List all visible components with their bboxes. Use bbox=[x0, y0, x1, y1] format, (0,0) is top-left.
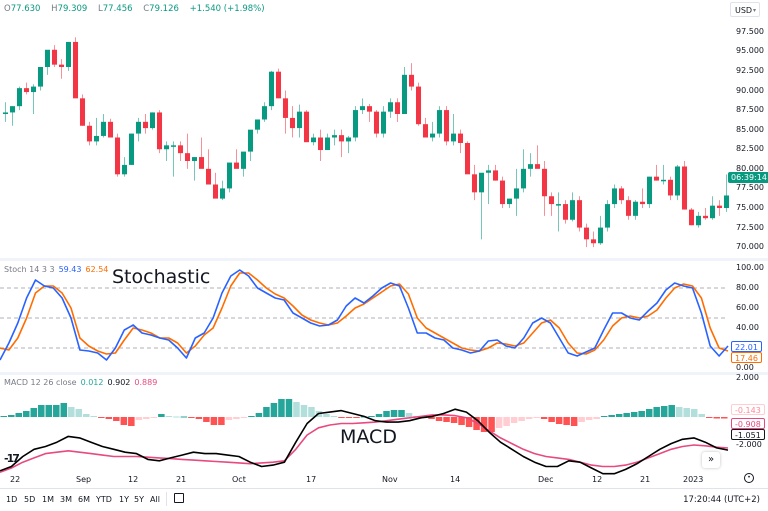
stoch-d-value: 62.54 bbox=[85, 265, 109, 274]
time-axis-label: 17 bbox=[306, 475, 317, 484]
time-axis-label: 14 bbox=[450, 475, 461, 484]
stoch-axis-tick: 40.00 bbox=[736, 323, 759, 332]
stoch-axis-tick: 100.00 bbox=[736, 263, 764, 272]
price-axis-tick: 97.500 bbox=[736, 26, 764, 36]
stoch-axis-tick: 80.00 bbox=[736, 283, 759, 292]
settings-gear-icon[interactable]: • bbox=[744, 473, 754, 483]
currency-label: USD bbox=[735, 6, 753, 15]
macd-hist-value: 0.012 bbox=[80, 378, 104, 387]
time-axis-label: Sep bbox=[76, 475, 92, 484]
range-button-5y[interactable]: 5Y bbox=[134, 495, 144, 504]
stoch-axis-tick: 60.00 bbox=[736, 303, 759, 312]
macd-annotation: MACD bbox=[340, 426, 397, 448]
change-value: +1.540 (+1.98%) bbox=[189, 4, 265, 14]
stoch-axis-tick: 0.00 bbox=[736, 363, 754, 372]
scroll-to-realtime-button[interactable]: » bbox=[702, 452, 720, 468]
time-axis-label: 12 bbox=[128, 475, 139, 484]
close-label: C bbox=[143, 4, 150, 14]
macd-title: MACD 12 26 close bbox=[4, 378, 77, 387]
time-axis-label: 12 bbox=[592, 475, 603, 484]
pane-separator[interactable] bbox=[0, 372, 768, 375]
chevron-down-icon: ▾ bbox=[752, 7, 756, 14]
countdown-tag: 06:39:14 bbox=[728, 172, 768, 183]
close-value: 79.126 bbox=[149, 4, 179, 14]
stoch-k-tag: 22.01 bbox=[731, 341, 762, 352]
open-label: O bbox=[4, 4, 11, 14]
price-axis-tick: 82.500 bbox=[736, 144, 764, 154]
stoch-title: Stoch 14 3 3 bbox=[4, 265, 55, 274]
price-axis-tick: 87.500 bbox=[736, 105, 764, 115]
tradingview-logo[interactable]: ‑17 bbox=[4, 452, 20, 465]
low-label: L bbox=[98, 4, 103, 14]
calendar-goto-icon[interactable] bbox=[174, 493, 184, 503]
time-axis-label: Dec bbox=[538, 475, 554, 484]
time-axis-label: 21 bbox=[640, 475, 651, 484]
price-axis-tick: 80.000 bbox=[736, 163, 764, 173]
pane-separator[interactable] bbox=[0, 258, 768, 261]
range-button-1d[interactable]: 1D bbox=[6, 495, 18, 504]
high-label: H bbox=[51, 4, 58, 14]
clock-timezone[interactable]: 17:20:44 (UTC+2) bbox=[683, 495, 760, 505]
macd-axis-tick: 2.000 bbox=[736, 373, 759, 382]
open-value: 77.630 bbox=[10, 4, 41, 14]
macd-line-tag: -1.051 bbox=[731, 429, 765, 440]
double-chevron-right-icon: » bbox=[707, 454, 715, 465]
toolbar-divider bbox=[166, 492, 167, 506]
low-value: 77.456 bbox=[102, 4, 133, 14]
macd-legend: MACD 12 26 close 0.012 0.902 0.889 bbox=[4, 378, 157, 387]
time-axis-label: Oct bbox=[232, 475, 246, 484]
macd-signal-tag: -0.908 bbox=[731, 418, 765, 429]
range-button-6m[interactable]: 6M bbox=[78, 495, 90, 504]
range-button-all[interactable]: All bbox=[150, 495, 160, 504]
bottom-toolbar bbox=[0, 488, 768, 511]
time-axis-label: 21 bbox=[176, 475, 187, 484]
stoch-k-value: 59.43 bbox=[58, 265, 82, 274]
range-button-1y[interactable]: 1Y bbox=[119, 495, 129, 504]
range-button-3m[interactable]: 3M bbox=[60, 495, 72, 504]
time-axis-label: 2023 bbox=[683, 475, 704, 484]
price-axis-tick: 77.500 bbox=[736, 183, 764, 193]
price-axis-tick: 95.000 bbox=[736, 46, 764, 56]
macd-line-value: 0.902 bbox=[107, 378, 131, 387]
ohlc-legend: O77.630 H79.309 L77.456 C79.126 +1.540 (… bbox=[4, 4, 269, 14]
time-axis-label: Nov bbox=[382, 475, 398, 484]
stoch-d-tag: 17.46 bbox=[731, 352, 762, 363]
stoch-legend: Stoch 14 3 3 59.43 62.54 bbox=[4, 265, 108, 274]
range-button-ytd[interactable]: YTD bbox=[96, 495, 112, 504]
macd-hist-tag: -0.143 bbox=[731, 404, 765, 415]
high-value: 79.309 bbox=[57, 4, 88, 14]
time-axis-label: 22 bbox=[10, 475, 21, 484]
range-button-1m[interactable]: 1M bbox=[42, 495, 54, 504]
price-axis-tick: 75.000 bbox=[736, 203, 764, 212]
currency-select[interactable]: USD ▾ bbox=[730, 2, 760, 17]
price-axis-tick: 70.000 bbox=[736, 242, 764, 252]
chart-canvas[interactable] bbox=[0, 0, 768, 490]
macd-signal-value: 0.889 bbox=[134, 378, 158, 387]
price-axis-tick: 85.000 bbox=[736, 124, 764, 134]
range-button-5d[interactable]: 5D bbox=[24, 495, 36, 504]
price-axis-tick: 90.000 bbox=[736, 85, 764, 95]
stochastic-annotation: Stochastic bbox=[112, 266, 211, 288]
macd-axis-tick: -2.000 bbox=[736, 440, 762, 449]
price-axis-tick: 92.500 bbox=[736, 65, 764, 75]
price-axis-tick: 72.500 bbox=[736, 222, 764, 232]
